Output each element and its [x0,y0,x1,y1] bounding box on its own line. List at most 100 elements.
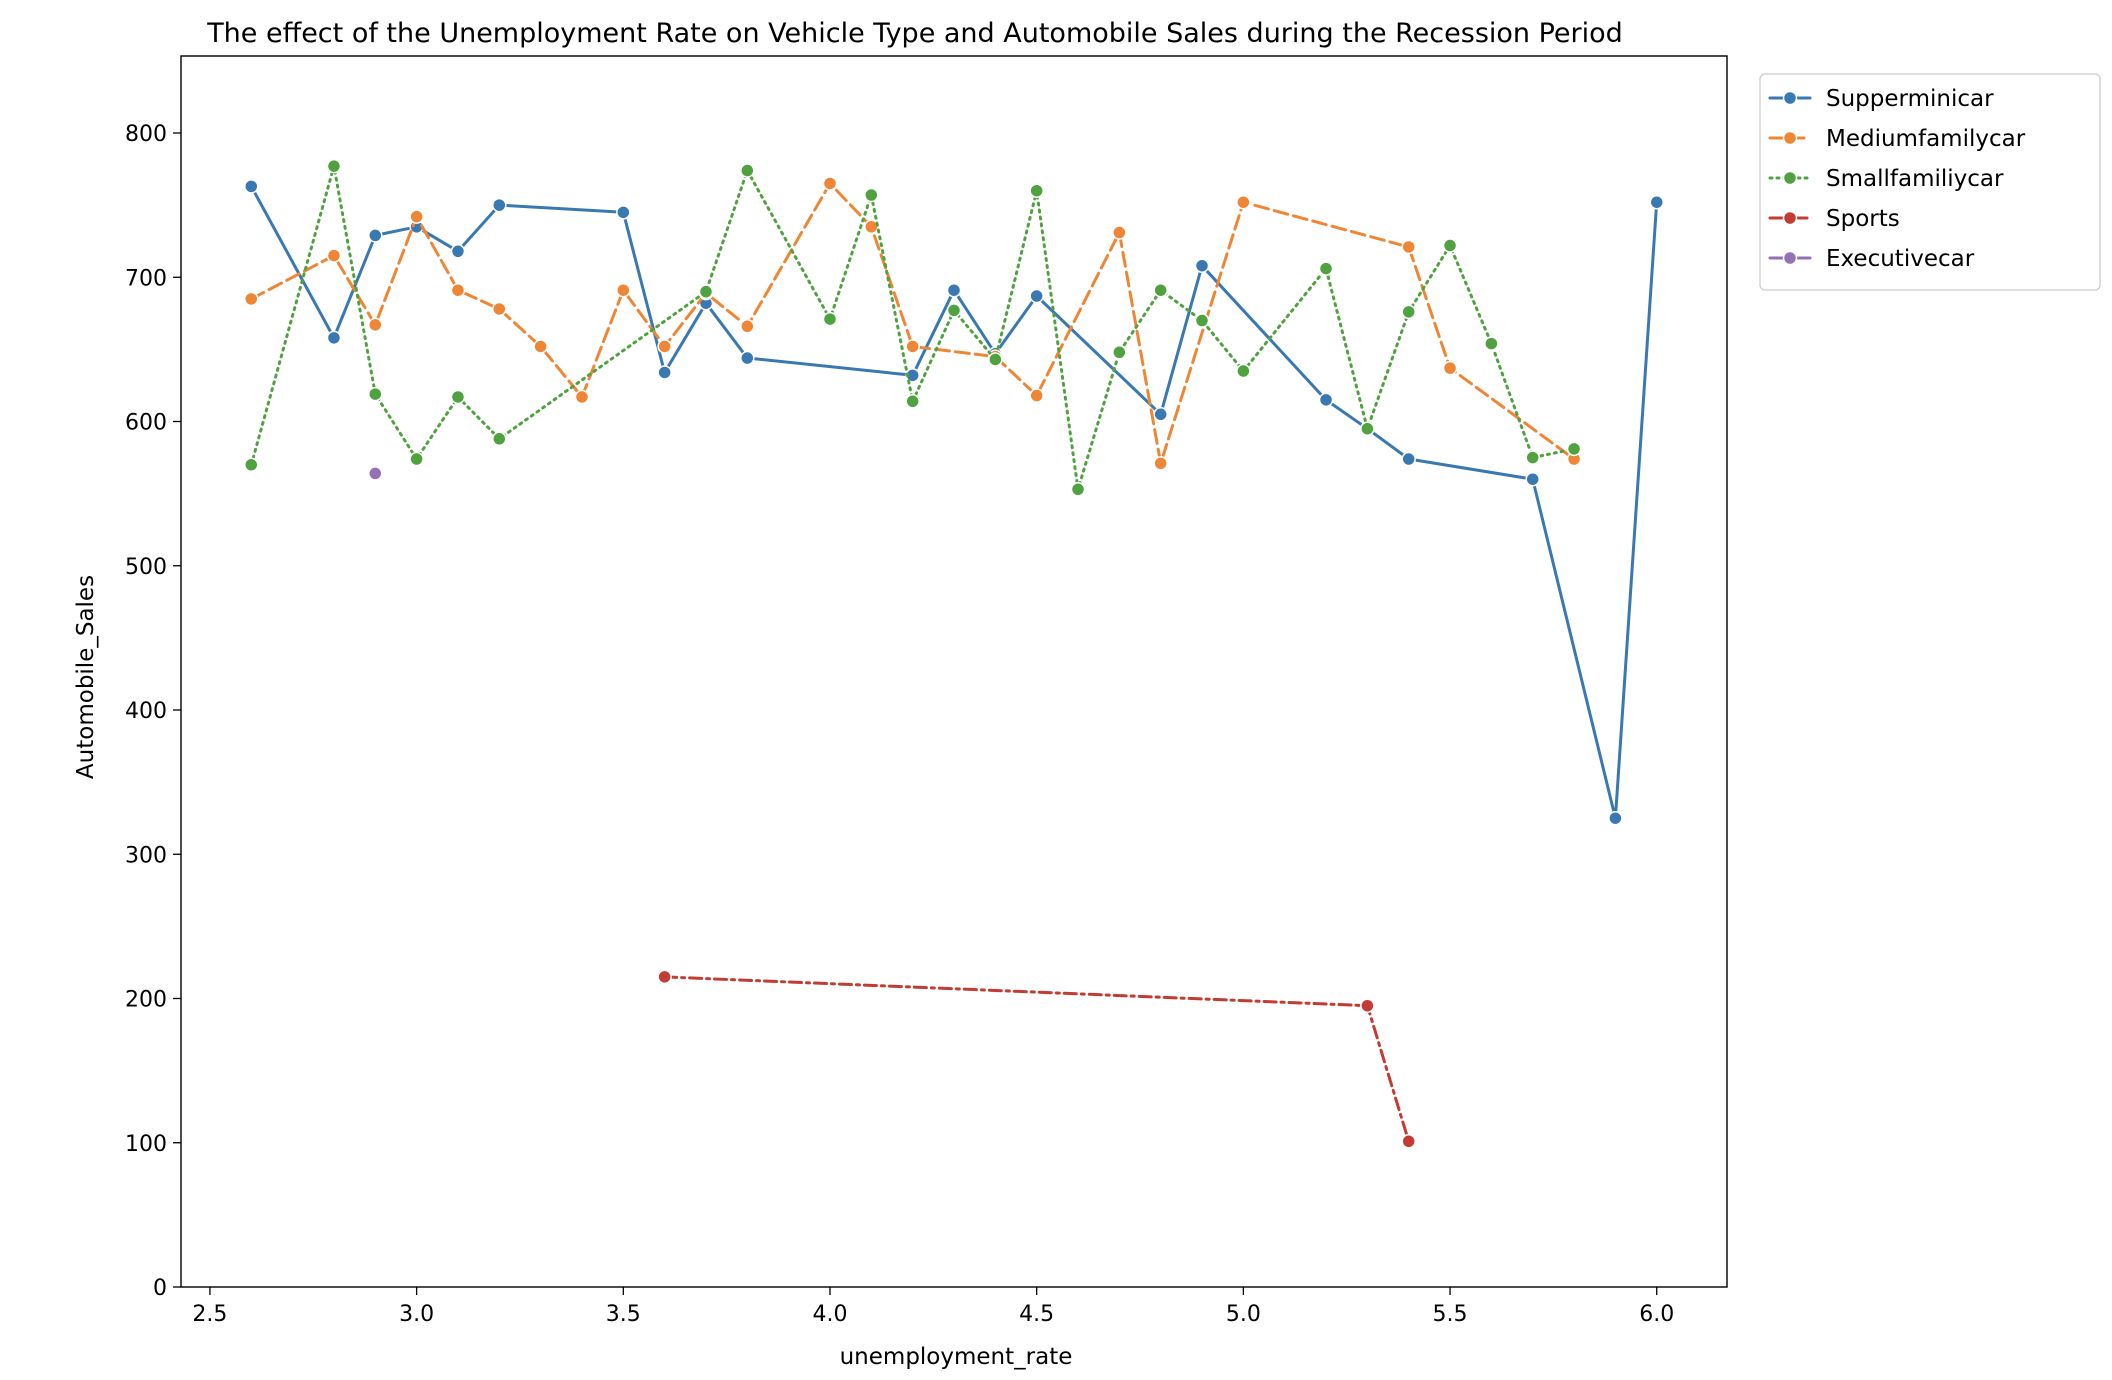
y-tick-label: 200 [125,988,167,1013]
data-point-mediumfamilycar [1401,239,1416,255]
data-point-smallfamiliycar [1525,450,1540,465]
data-point-supperminicar [1153,407,1168,422]
data-point-mediumfamilycar [409,209,424,224]
data-point-sports [1360,998,1375,1013]
legend-marker-sports [1782,210,1798,226]
legend: Supperminicar Mediumfamilycar Smallfamiliy… [1759,73,2101,291]
legend-entry-executivecar: Executivecar [1768,246,1975,272]
legend-entry-supperminicar: Supperminicar [1768,86,1994,112]
x-tick-label: 2.5 [192,1302,227,1327]
data-point-supperminicar [1318,392,1334,408]
data-point-smallfamiliycar [1401,304,1416,320]
legend-marker-mediumfamilycar [1782,130,1798,146]
data-point-mediumfamilycar [616,282,631,298]
data-point-supperminicar [1525,471,1540,487]
data-point-mediumfamilycar [244,291,259,307]
data-point-supperminicar [368,228,383,243]
data-point-smallfamiliycar [1442,238,1458,253]
y-tick-label: 500 [125,555,167,580]
data-point-mediumfamilycar [1153,456,1168,471]
data-point-mediumfamilycar [864,219,879,235]
data-point-mediumfamilycar [822,176,838,191]
series-smallfamiliycar [244,158,1582,497]
legend-label-executivecar: Executivecar [1826,246,1975,272]
data-point-smallfamiliycar [450,389,466,405]
data-point-smallfamiliycar [1029,183,1044,198]
series-mediumfamilycar [244,176,1582,471]
data-point-mediumfamilycar [492,301,507,317]
data-point-sports [657,969,672,985]
data-point-executivecar [368,466,383,481]
data-point-mediumfamilycar [574,389,590,405]
data-point-mediumfamilycar [1029,388,1044,403]
data-point-supperminicar [1029,288,1044,304]
data-point-mediumfamilycar [533,339,548,354]
legend-label-supperminicar: Supperminicar [1826,86,1994,112]
x-tick-label: 5.5 [1433,1302,1468,1327]
legend-marker-supperminicar [1782,90,1798,106]
x-tick-label: 3.0 [399,1302,434,1327]
series-line-smallfamiliycar [249,164,1576,491]
data-point-supperminicar [946,282,962,298]
series-executivecar [368,466,383,481]
data-point-mediumfamilycar [740,319,755,334]
data-point-smallfamiliycar [988,352,1003,367]
data-point-smallfamiliycar [409,451,424,467]
data-point-smallfamiliycar [1566,441,1582,457]
legend-label-mediumfamilycar: Mediumfamilycar [1826,126,2026,152]
data-point-supperminicar [244,179,259,194]
legend-marker-smallfamiliycar [1782,170,1798,186]
y-tick-label: 800 [125,122,167,147]
y-tick-label: 300 [125,843,167,868]
data-point-smallfamiliycar [1360,421,1375,436]
data-point-smallfamiliycar [822,311,838,327]
series-sports [657,969,1416,1149]
y-tick-label: 700 [125,266,167,291]
x-tick-label: 6.0 [1639,1302,1674,1327]
series-line-supperminicar [249,184,1659,820]
plot-frame [180,55,1728,1288]
x-axis-label: unemployment_rate [840,1344,1073,1370]
data-point-supperminicar [740,350,755,366]
y-tick-label: 0 [153,1276,167,1301]
data-point-smallfamiliycar [1194,313,1210,328]
data-point-smallfamiliycar [1236,363,1251,379]
chart-title: The effect of the Unemployment Rate on V… [206,18,1623,49]
data-point-smallfamiliycar [1070,482,1086,497]
data-point-supperminicar [326,330,342,346]
legend-marker-executivecar [1782,250,1798,266]
y-tick-label: 600 [125,411,167,436]
data-point-smallfamiliycar [1153,282,1168,298]
data-point-supperminicar [450,244,466,259]
data-point-smallfamiliycar [864,187,879,203]
data-point-mediumfamilycar [1112,225,1127,240]
x-tick-label: 4.0 [812,1302,847,1327]
data-point-supperminicar [616,205,631,220]
data-point-smallfamiliycar [326,158,342,174]
data-point-supperminicar [1649,194,1664,210]
data-point-smallfamiliycar [698,284,714,299]
y-tick-label: 400 [125,699,167,724]
x-tick-label: 3.5 [606,1302,641,1327]
data-point-mediumfamilycar [326,248,342,263]
legend-box [1759,73,2101,291]
data-point-smallfamiliycar [368,386,383,402]
plot-area: 2.5 3.0 3.5 4.0 4.5 5.0 5.5 6.0 0 100 200 300 400 500… [125,55,1728,1327]
data-point-smallfamiliycar [905,394,920,409]
data-point-smallfamiliycar [1484,336,1499,351]
data-point-supperminicar [1194,258,1210,273]
data-point-mediumfamilycar [450,282,466,298]
data-point-smallfamiliycar [740,163,755,178]
data-point-supperminicar [657,365,672,380]
legend-entry-mediumfamilycar: Mediumfamilycar [1768,126,2026,152]
legend-entry-sports: Sports [1768,206,1900,232]
legend-label-sports: Sports [1826,206,1900,232]
data-point-smallfamiliycar [492,431,507,447]
data-point-smallfamiliycar [1112,345,1127,360]
x-tick-label: 4.5 [1019,1302,1054,1327]
data-point-mediumfamilycar [368,317,383,333]
data-point-mediumfamilycar [1236,194,1251,210]
data-point-mediumfamilycar [657,339,672,354]
